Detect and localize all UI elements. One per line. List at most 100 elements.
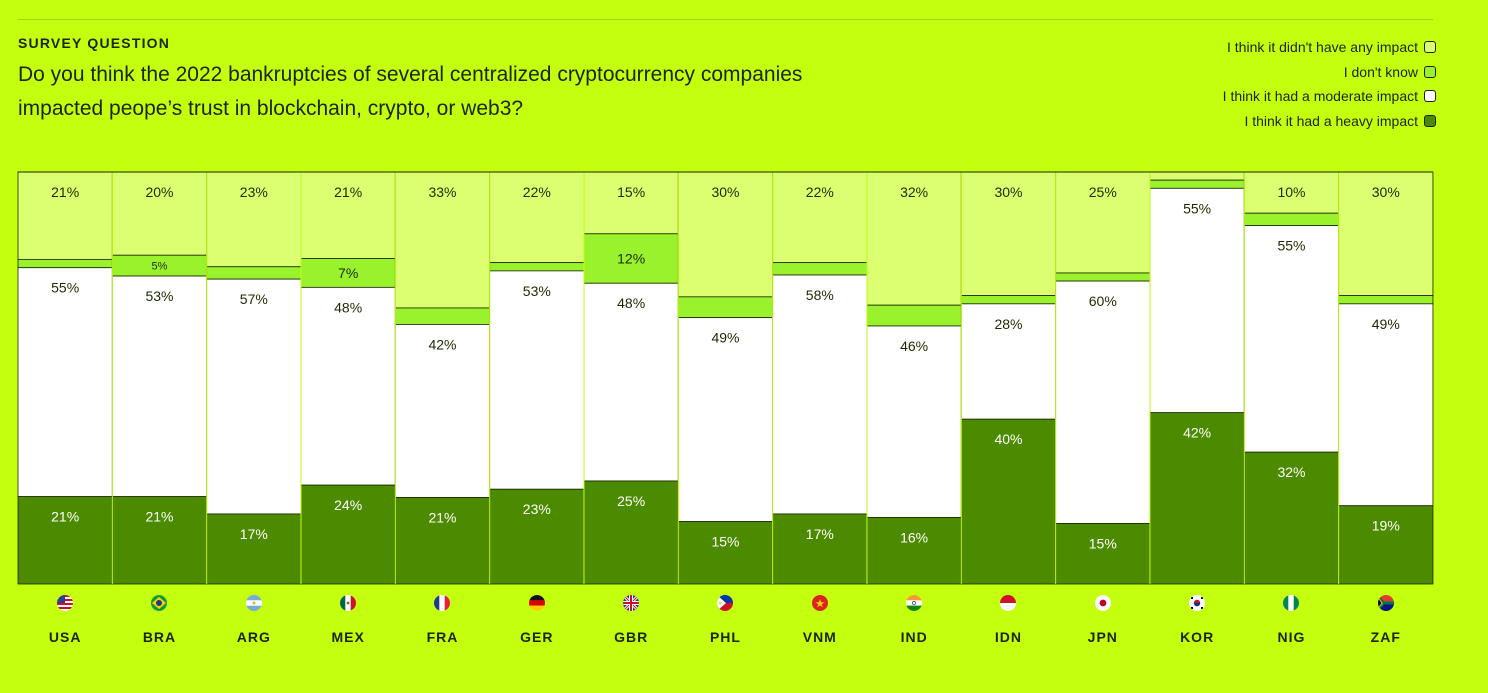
data-label: 28% bbox=[994, 316, 1022, 332]
legend-swatch bbox=[1424, 41, 1436, 54]
country-label-usa: USA bbox=[48, 629, 82, 645]
flag-zaf-icon bbox=[1377, 595, 1394, 611]
bar-segment-ger-1 bbox=[489, 262, 585, 272]
bar-segment-vnm-3 bbox=[772, 513, 868, 585]
bar-segment-gbr-2 bbox=[583, 282, 679, 482]
data-label: 16% bbox=[900, 529, 928, 545]
data-label: 17% bbox=[806, 526, 834, 542]
survey-question-eyebrow: SURVEY QUESTION bbox=[18, 35, 171, 51]
data-label: 21% bbox=[334, 184, 362, 200]
legend-label: I think it had a moderate impact bbox=[1222, 88, 1418, 105]
legend-label: I think it had a heavy impact bbox=[1244, 112, 1418, 129]
bar-segment-kor-1 bbox=[1149, 179, 1245, 189]
flag-ger-icon bbox=[528, 595, 545, 611]
bar-segment-ind-2 bbox=[866, 325, 962, 518]
country-label-vnm: VNM bbox=[802, 629, 837, 645]
data-label: 25% bbox=[617, 493, 645, 509]
legend-swatch bbox=[1424, 114, 1436, 127]
bar-segment-jpn-1 bbox=[1055, 272, 1151, 282]
country-label-phl: PHL bbox=[709, 629, 741, 645]
flag-bra-icon bbox=[151, 595, 168, 611]
bar-segment-arg-0 bbox=[206, 171, 302, 268]
bar-segment-bra-2 bbox=[111, 275, 208, 498]
bar-segment-phl-1 bbox=[677, 296, 774, 319]
legend-label: I think it didn't have any impact bbox=[1227, 39, 1418, 56]
data-label: 53% bbox=[523, 283, 551, 299]
legend-item-dont-know: I don't know bbox=[1223, 60, 1436, 85]
data-label: 23% bbox=[240, 184, 268, 200]
legend-swatch bbox=[1424, 65, 1436, 78]
country-label-bra: BRA bbox=[142, 629, 177, 645]
survey-question-title: Do you think the 2022 bankruptcies of se… bbox=[18, 63, 803, 120]
country-label-arg: ARG bbox=[236, 629, 271, 645]
data-label: 55% bbox=[1277, 238, 1305, 254]
country-label-zaf: ZAF bbox=[1370, 629, 1401, 645]
data-label: 24% bbox=[334, 497, 362, 513]
bar-segment-zaf-3 bbox=[1338, 505, 1434, 585]
flag-nig-icon bbox=[1283, 595, 1300, 611]
bar-segment-kor-2 bbox=[1149, 187, 1245, 414]
bar-segment-usa-3 bbox=[17, 496, 113, 585]
bar-segment-usa-1 bbox=[17, 258, 113, 269]
flag-idn-icon bbox=[1000, 595, 1017, 611]
bar-segment-mex-3 bbox=[300, 484, 396, 585]
bar-segment-gbr-3 bbox=[583, 480, 679, 585]
bar-segment-gbr-0 bbox=[583, 171, 679, 235]
bar-segment-ind-3 bbox=[866, 517, 962, 585]
bar-segment-ger-3 bbox=[489, 488, 585, 585]
flag-vnm-icon bbox=[811, 595, 828, 611]
bar-segment-kor-0 bbox=[1149, 171, 1245, 181]
data-label: 30% bbox=[711, 184, 739, 200]
data-label: 21% bbox=[145, 509, 173, 525]
country-label-ind: IND bbox=[900, 629, 928, 645]
bar-segment-vnm-2 bbox=[772, 274, 868, 515]
flag-mex-icon bbox=[340, 595, 357, 611]
legend-label: I don't know bbox=[1343, 63, 1418, 80]
country-label-nig: NIG bbox=[1277, 629, 1306, 645]
data-label: 53% bbox=[145, 288, 173, 304]
bar-segment-mex-0 bbox=[300, 171, 396, 259]
flag-jpn-icon bbox=[1094, 595, 1111, 611]
bar-segment-kor-3 bbox=[1149, 412, 1245, 585]
data-label: 48% bbox=[334, 299, 362, 315]
data-label: 21% bbox=[51, 184, 79, 200]
bar-segment-phl-3 bbox=[677, 521, 774, 585]
bar-segment-bra-3 bbox=[111, 496, 208, 585]
bar-segment-vnm-0 bbox=[772, 171, 868, 264]
data-label: 22% bbox=[523, 184, 551, 200]
bar-segment-mex-2 bbox=[300, 286, 396, 486]
flag-ind-icon bbox=[906, 595, 923, 611]
data-label: 22% bbox=[806, 184, 834, 200]
data-label: 55% bbox=[51, 280, 79, 296]
bar-segment-ger-0 bbox=[489, 171, 585, 264]
bar-segment-usa-2 bbox=[17, 267, 113, 498]
legend-item-moderate-impact: I think it had a moderate impact bbox=[1223, 84, 1436, 109]
legend-swatch bbox=[1424, 90, 1436, 103]
bar-segment-nig-3 bbox=[1243, 451, 1340, 585]
data-label: 10% bbox=[1277, 184, 1305, 200]
data-label: 20% bbox=[145, 184, 173, 200]
data-label: 7% bbox=[338, 265, 358, 281]
bar-segment-zaf-1 bbox=[1338, 295, 1434, 305]
flag-usa-icon bbox=[57, 595, 74, 611]
data-label: 60% bbox=[1089, 293, 1117, 309]
data-label: 17% bbox=[240, 526, 268, 542]
bar-segment-vnm-1 bbox=[772, 262, 868, 276]
top-divider bbox=[18, 19, 1433, 20]
data-label: 15% bbox=[1089, 535, 1117, 551]
bar-segment-ind-1 bbox=[866, 304, 962, 327]
flag-arg-icon bbox=[245, 595, 262, 611]
flag-phl-icon bbox=[717, 595, 734, 611]
data-label: 46% bbox=[900, 338, 928, 354]
data-label: 42% bbox=[1183, 425, 1211, 441]
country-label-fra: FRA bbox=[426, 629, 459, 645]
bar-segment-mex-1 bbox=[300, 258, 396, 288]
data-label: 30% bbox=[1372, 184, 1400, 200]
country-label-kor: KOR bbox=[1180, 629, 1215, 645]
country-label-mex: MEX bbox=[331, 629, 365, 645]
bar-segment-phl-2 bbox=[677, 317, 774, 522]
bar-segment-fra-1 bbox=[394, 307, 491, 325]
data-label: 33% bbox=[428, 184, 456, 200]
data-label: 48% bbox=[617, 295, 645, 311]
